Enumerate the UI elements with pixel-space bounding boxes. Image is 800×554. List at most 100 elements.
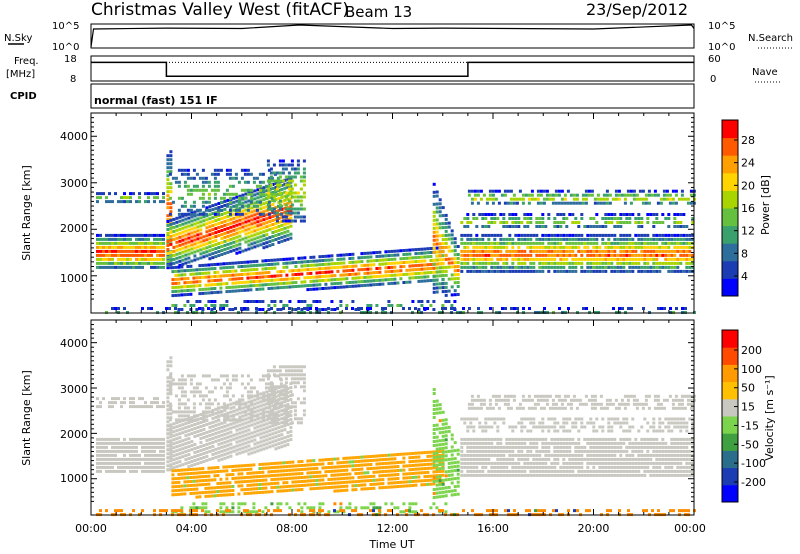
field-cell bbox=[324, 270, 328, 274]
field-cell bbox=[208, 205, 212, 209]
field-cell bbox=[289, 224, 293, 228]
field-cell bbox=[111, 437, 114, 441]
field-cell bbox=[141, 249, 144, 253]
field-cell bbox=[219, 304, 223, 307]
field-cell bbox=[244, 200, 248, 204]
field-cell bbox=[686, 201, 690, 205]
field-cell bbox=[649, 269, 653, 273]
field-cell bbox=[402, 257, 406, 260]
field-cell bbox=[196, 225, 200, 229]
field-cell bbox=[652, 265, 656, 269]
field-cell bbox=[117, 253, 120, 257]
field-cell bbox=[342, 265, 346, 269]
field-cell bbox=[123, 265, 126, 269]
field-cell bbox=[297, 484, 301, 488]
field-cell bbox=[274, 423, 278, 427]
field-cell bbox=[511, 249, 515, 253]
field-cell bbox=[351, 268, 355, 272]
field-cell bbox=[589, 237, 593, 241]
field-cell bbox=[274, 234, 278, 237]
field-cell bbox=[306, 260, 310, 264]
field-cell bbox=[120, 196, 123, 200]
field-cell bbox=[195, 479, 199, 483]
field-cell bbox=[231, 469, 235, 472]
field-cell bbox=[213, 474, 217, 478]
field-cell bbox=[162, 401, 165, 405]
field-cell bbox=[183, 468, 187, 472]
field-cell bbox=[315, 478, 319, 482]
field-cell bbox=[387, 304, 391, 307]
field-cell bbox=[493, 249, 497, 253]
field-cell bbox=[162, 405, 165, 409]
field-cell bbox=[169, 384, 173, 388]
field-cell bbox=[625, 269, 629, 273]
field-cell bbox=[193, 254, 197, 258]
field-cell bbox=[267, 168, 271, 172]
field-cell bbox=[226, 435, 230, 439]
field-cell bbox=[274, 230, 278, 233]
field-cell bbox=[276, 282, 280, 286]
field-cell bbox=[279, 286, 283, 290]
field-cell bbox=[258, 180, 262, 184]
field-cell bbox=[265, 201, 269, 205]
field-cell bbox=[499, 245, 503, 249]
field-cell bbox=[249, 192, 253, 196]
field-cell bbox=[187, 421, 191, 425]
field-cell bbox=[247, 243, 251, 247]
field-cell bbox=[476, 201, 480, 205]
field-cell bbox=[174, 418, 178, 422]
field-cell bbox=[120, 249, 123, 253]
field-cell bbox=[222, 402, 226, 406]
field-cell bbox=[463, 253, 467, 257]
field-cell bbox=[193, 238, 197, 242]
field-cell bbox=[190, 239, 194, 243]
field-cell bbox=[441, 238, 445, 242]
field-cell bbox=[177, 410, 181, 414]
field-cell bbox=[180, 402, 184, 406]
field-cell bbox=[180, 168, 184, 172]
field-cell bbox=[253, 418, 257, 422]
field-cell bbox=[535, 225, 539, 228]
field-cell bbox=[441, 254, 445, 258]
field-cell bbox=[186, 414, 190, 418]
field-cell bbox=[213, 398, 217, 402]
field-cell bbox=[235, 239, 239, 243]
field-cell bbox=[300, 268, 304, 272]
field-cell bbox=[541, 241, 545, 245]
field-cell bbox=[423, 251, 427, 255]
field-cell bbox=[514, 241, 518, 245]
field-cell bbox=[241, 430, 245, 434]
field-cell bbox=[441, 270, 445, 274]
field-cell bbox=[111, 397, 114, 401]
field-cell bbox=[177, 269, 181, 273]
field-cell bbox=[166, 428, 170, 432]
field-cell bbox=[222, 266, 226, 270]
field-cell bbox=[640, 257, 644, 261]
field-cell bbox=[246, 463, 250, 467]
field-cell bbox=[526, 265, 530, 269]
field-cell bbox=[538, 265, 542, 269]
field-cell bbox=[592, 249, 596, 253]
field-cell bbox=[213, 307, 216, 310]
field-cell bbox=[166, 384, 170, 388]
field-cell bbox=[241, 406, 245, 410]
field-cell bbox=[285, 477, 289, 481]
field-cell bbox=[138, 441, 141, 445]
field-cell bbox=[222, 489, 226, 493]
field-cell bbox=[493, 265, 497, 269]
field-cell bbox=[662, 197, 666, 201]
field-cell bbox=[318, 462, 322, 466]
field-cell bbox=[255, 390, 259, 394]
field-cell bbox=[269, 207, 273, 211]
field-cell bbox=[466, 237, 470, 241]
field-cell bbox=[207, 398, 211, 402]
field-cell bbox=[604, 233, 608, 237]
field-cell bbox=[631, 257, 635, 261]
field-cell bbox=[300, 468, 304, 471]
field-cell bbox=[175, 465, 179, 469]
field-cell bbox=[496, 245, 500, 249]
field-cell bbox=[453, 293, 457, 297]
field-cell bbox=[228, 485, 232, 489]
field-cell bbox=[258, 308, 262, 311]
field-cell bbox=[159, 233, 162, 237]
